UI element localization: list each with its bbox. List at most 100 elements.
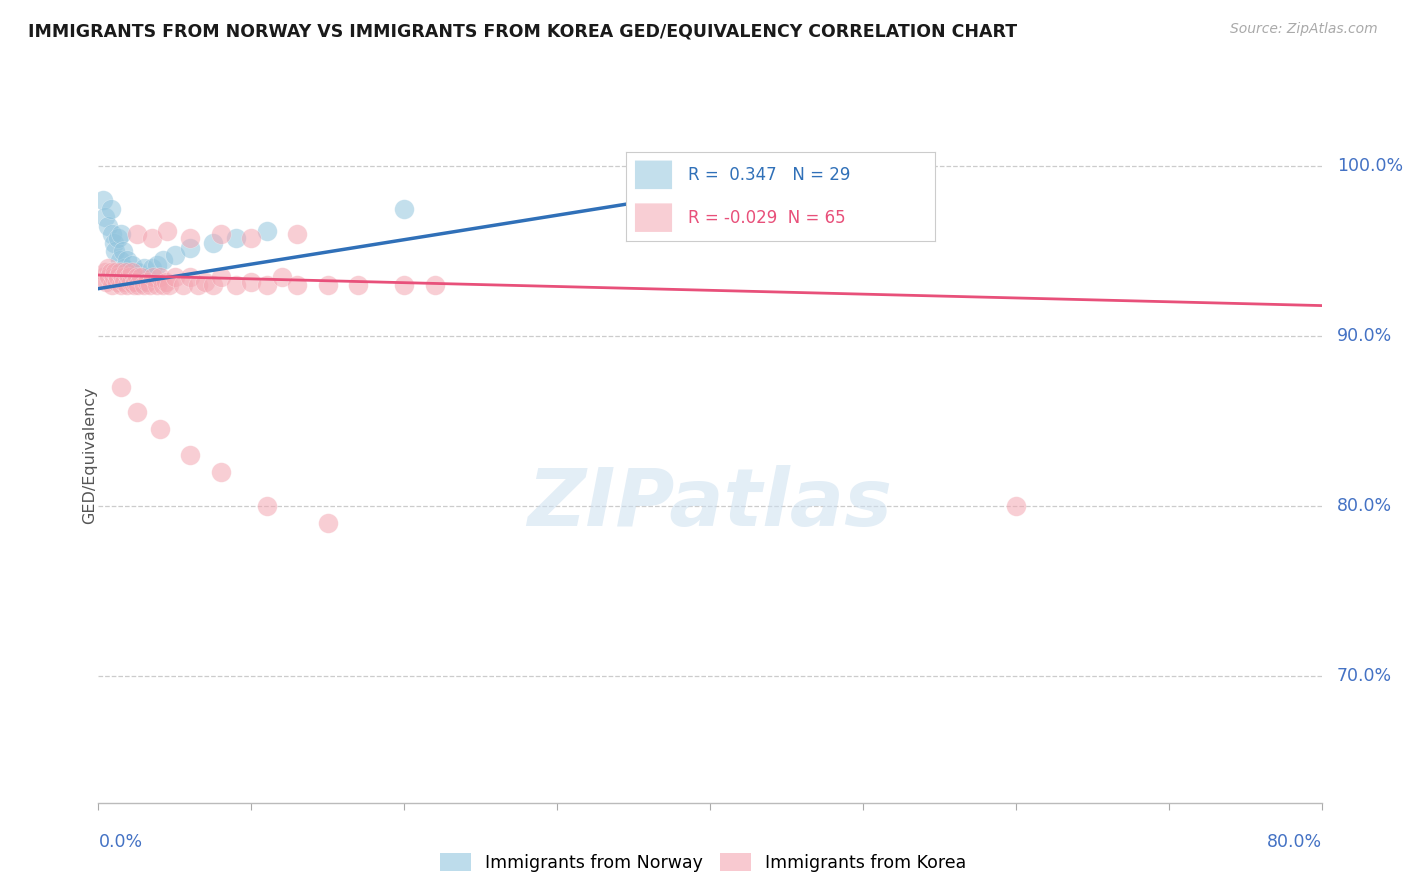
Point <box>122 278 145 293</box>
Point <box>240 275 263 289</box>
Point <box>127 278 149 293</box>
Point <box>100 202 122 216</box>
FancyBboxPatch shape <box>636 203 672 232</box>
Point <box>392 278 416 293</box>
Point <box>112 275 135 289</box>
Point <box>110 278 132 293</box>
Point <box>111 244 134 259</box>
Point <box>91 194 114 208</box>
Point <box>270 269 292 284</box>
Point <box>121 265 143 279</box>
Point <box>141 261 163 276</box>
Point <box>149 269 172 284</box>
Point <box>104 265 127 279</box>
Point <box>129 269 152 284</box>
Point <box>179 230 201 244</box>
Point <box>108 252 131 267</box>
Point <box>285 278 308 293</box>
Point <box>129 275 152 289</box>
Point <box>124 269 146 284</box>
Text: IMMIGRANTS FROM NORWAY VS IMMIGRANTS FROM KOREA GED/EQUIVALENCY CORRELATION CHAR: IMMIGRANTS FROM NORWAY VS IMMIGRANTS FRO… <box>28 22 1018 40</box>
Point <box>134 278 156 293</box>
Text: ZIPatlas: ZIPatlas <box>527 465 893 542</box>
Point <box>103 235 125 250</box>
Point <box>1004 499 1026 513</box>
Point <box>163 248 186 262</box>
Text: 90.0%: 90.0% <box>1337 327 1392 345</box>
Point <box>120 275 142 289</box>
Point <box>145 258 167 272</box>
Point <box>157 278 180 293</box>
Point <box>209 465 232 479</box>
Point <box>110 227 132 242</box>
Y-axis label: GED/Equivalency: GED/Equivalency <box>83 386 97 524</box>
Point <box>103 269 125 284</box>
Point <box>124 275 146 289</box>
Point <box>112 261 135 276</box>
Point <box>101 278 124 293</box>
Legend: Immigrants from Norway, Immigrants from Korea: Immigrants from Norway, Immigrants from … <box>433 847 973 879</box>
Point <box>101 227 124 242</box>
Point <box>256 224 278 238</box>
Point <box>155 275 177 289</box>
Text: 80.0%: 80.0% <box>1267 833 1322 851</box>
Point <box>163 269 186 284</box>
Point <box>117 278 139 293</box>
Point <box>97 219 120 233</box>
Point <box>111 269 134 284</box>
Point <box>202 278 225 293</box>
Point <box>105 275 128 289</box>
Point <box>110 380 132 394</box>
Point <box>98 269 121 284</box>
Point <box>125 227 148 242</box>
Point <box>142 269 165 284</box>
Point <box>202 235 225 250</box>
Point <box>107 230 129 244</box>
Text: 0.0%: 0.0% <box>98 833 142 851</box>
Text: R =  0.347   N = 29: R = 0.347 N = 29 <box>688 166 849 184</box>
Point <box>121 258 143 272</box>
Point <box>225 278 247 293</box>
Text: Source: ZipAtlas.com: Source: ZipAtlas.com <box>1230 22 1378 37</box>
FancyBboxPatch shape <box>636 161 672 189</box>
Point <box>285 227 308 242</box>
Point <box>156 224 179 238</box>
Point <box>139 278 162 293</box>
Point <box>93 265 115 279</box>
Point <box>97 261 120 276</box>
Point <box>152 252 174 267</box>
Point <box>347 278 370 293</box>
Point <box>179 448 201 462</box>
Point <box>100 265 122 279</box>
Point <box>152 278 174 293</box>
Point <box>117 252 139 267</box>
Point <box>91 269 114 284</box>
Point <box>423 278 446 293</box>
Point <box>392 202 416 216</box>
Point <box>256 499 278 513</box>
Point <box>115 265 138 279</box>
Point <box>187 278 209 293</box>
Point <box>134 261 156 276</box>
Point <box>118 269 141 284</box>
Point <box>94 275 117 289</box>
Point <box>125 405 148 419</box>
Point <box>172 278 194 293</box>
Point <box>316 278 339 293</box>
Text: 70.0%: 70.0% <box>1337 666 1392 684</box>
Text: R = -0.029  N = 65: R = -0.029 N = 65 <box>688 209 845 227</box>
Point <box>93 211 115 225</box>
Point <box>118 269 141 284</box>
Point <box>209 269 232 284</box>
Point <box>316 516 339 530</box>
Point <box>179 269 201 284</box>
Point <box>136 269 159 284</box>
Point <box>141 230 163 244</box>
Point <box>225 230 247 244</box>
Point <box>149 422 172 436</box>
Point <box>256 278 278 293</box>
Point <box>240 230 263 244</box>
Text: 100.0%: 100.0% <box>1337 157 1403 176</box>
Point <box>127 265 149 279</box>
Text: 80.0%: 80.0% <box>1337 497 1392 515</box>
